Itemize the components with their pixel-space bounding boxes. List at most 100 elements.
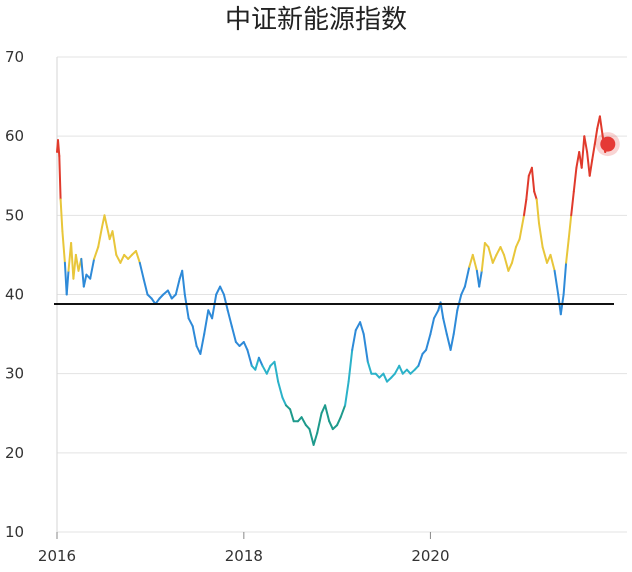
- series-segment: [366, 360, 373, 375]
- series-segment: [97, 226, 103, 248]
- y-tick-label: 10: [5, 523, 24, 541]
- x-tick-label: 2016: [38, 547, 76, 565]
- y-tick-label: 50: [5, 206, 24, 224]
- series-segment: [308, 428, 315, 446]
- tick-layer: 70 60 50 40 30 20 10 2016 2018 2020: [5, 48, 450, 565]
- series-segment: [433, 309, 440, 320]
- series-segment: [80, 257, 85, 288]
- series-segment: [344, 380, 350, 407]
- series-segment: [174, 277, 181, 296]
- series-segment: [487, 246, 494, 264]
- series-segment: [181, 269, 186, 296]
- series-segment: [61, 230, 66, 264]
- series-segment: [281, 396, 287, 407]
- series-segment: [530, 166, 536, 193]
- series-segment: [289, 408, 295, 423]
- series-segment: [480, 242, 486, 272]
- series-segment: [541, 246, 548, 264]
- series-segment: [103, 214, 109, 229]
- y-tick-label: 20: [5, 444, 24, 462]
- x-tick-label: 2018: [225, 547, 263, 565]
- series-segment: [525, 174, 530, 201]
- series-segment: [339, 404, 347, 419]
- series-segment: [89, 257, 96, 280]
- series-segment: [570, 190, 575, 217]
- series-segment: [59, 198, 64, 233]
- series-segment: [119, 253, 126, 264]
- series-segment: [535, 198, 540, 225]
- series-segment: [142, 277, 149, 296]
- series-segment: [439, 301, 445, 320]
- series-segment: [567, 214, 573, 241]
- series-segment: [111, 230, 118, 256]
- series-segment: [277, 380, 284, 399]
- series-segment: [300, 416, 307, 427]
- series-segment: [515, 238, 521, 248]
- series-segment: [199, 333, 206, 355]
- series-segment: [138, 261, 145, 280]
- series-segment: [65, 269, 70, 296]
- series-segment: [523, 198, 528, 217]
- series-segment: [445, 333, 452, 351]
- series-segment: [273, 360, 280, 383]
- series-segment: [106, 226, 111, 241]
- series-segment: [351, 329, 357, 351]
- series-segment: [328, 420, 334, 431]
- series-segment: [533, 190, 538, 201]
- series-segment: [562, 261, 568, 296]
- series-layer: [56, 115, 609, 446]
- series-segment: [257, 356, 264, 367]
- series-segment: [362, 333, 369, 363]
- series-segment: [507, 261, 513, 272]
- series-segment: [511, 246, 517, 264]
- series-segment: [491, 253, 498, 264]
- series-segment: [553, 269, 560, 296]
- chart-title: 中证新能源指数: [224, 5, 407, 35]
- series-segment: [93, 246, 100, 260]
- series-segment: [549, 253, 556, 272]
- series-segment: [187, 317, 194, 328]
- series-segment: [222, 293, 229, 312]
- marker-layer: [54, 132, 620, 305]
- series-segment: [226, 309, 233, 328]
- series-segment: [417, 352, 424, 367]
- series-segment: [398, 364, 404, 375]
- series-segment: [583, 135, 589, 153]
- series-segment: [463, 265, 471, 288]
- series-segment: [478, 269, 483, 288]
- series-segment: [471, 253, 478, 272]
- series-segment: [261, 364, 268, 375]
- grid-layer: [56, 56, 627, 533]
- x-tick-label: 2020: [411, 547, 449, 565]
- series-segment: [499, 246, 505, 256]
- series-segment: [449, 333, 455, 351]
- series-segment: [135, 250, 141, 264]
- series-segment: [359, 321, 365, 336]
- series-segment: [347, 348, 354, 383]
- series-segment: [183, 293, 190, 320]
- series-segment: [58, 155, 62, 201]
- series-segment: [70, 242, 75, 280]
- series-segment: [518, 214, 525, 241]
- series-segment: [324, 404, 331, 423]
- series-segment: [598, 115, 604, 138]
- series-segment: [588, 158, 594, 177]
- y-tick-label: 30: [5, 365, 24, 383]
- series-segment: [456, 293, 463, 312]
- series-segment: [593, 127, 599, 146]
- series-segment: [586, 151, 591, 177]
- series-segment: [265, 364, 272, 375]
- series-segment: [429, 317, 435, 336]
- series-segment: [74, 253, 80, 272]
- y-tick-label: 60: [5, 127, 24, 145]
- series-segment: [336, 416, 342, 427]
- series-segment: [442, 317, 448, 336]
- series-segment: [242, 341, 249, 351]
- series-segment: [503, 253, 510, 272]
- series-segment: [166, 289, 173, 300]
- y-tick-label: 40: [5, 286, 24, 304]
- series-segment: [316, 412, 323, 434]
- series-segment: [312, 432, 319, 446]
- latest-marker: [600, 136, 616, 152]
- series-segment: [211, 293, 218, 320]
